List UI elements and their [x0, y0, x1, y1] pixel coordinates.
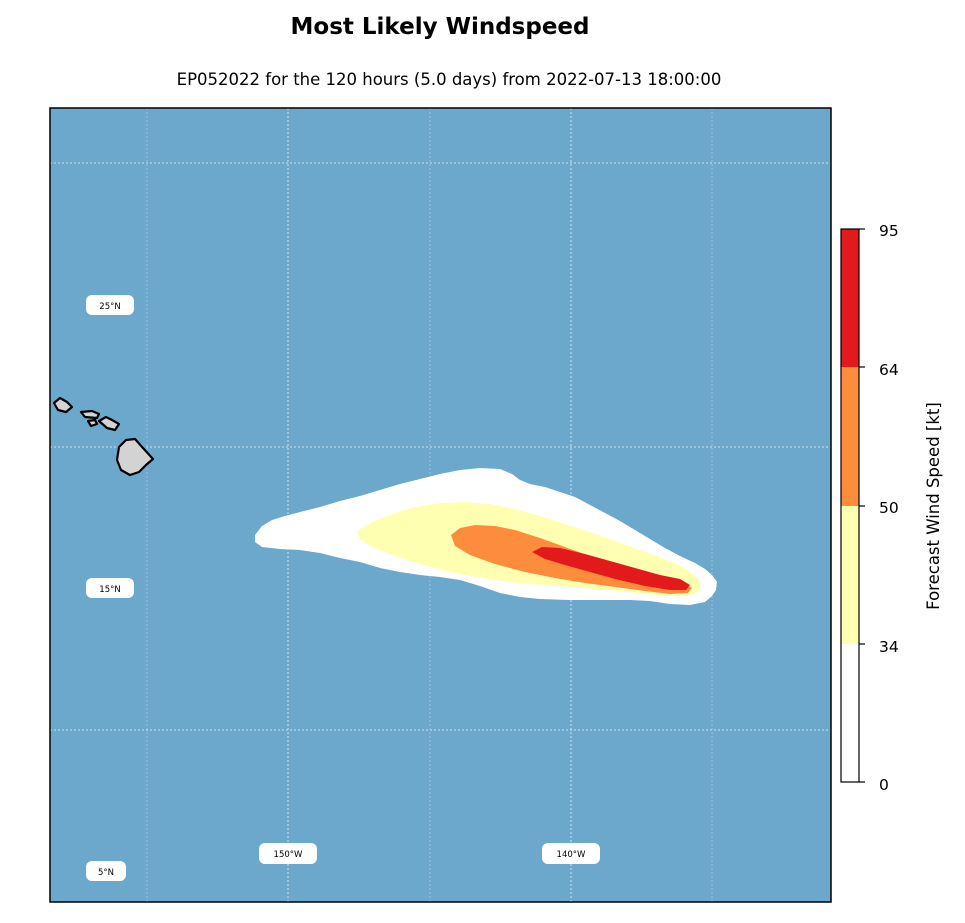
- lon-label-bg: [542, 843, 600, 864]
- island-kauai: [52, 396, 74, 414]
- lon-labels: 150°W 140°W: [259, 843, 600, 864]
- lat-label-bg: [86, 861, 126, 881]
- island-maui: [97, 415, 121, 432]
- colorbar-segment-50-64: [841, 367, 859, 506]
- swath-64kt: [532, 547, 690, 590]
- colorbar-segment-64-95: [841, 229, 859, 367]
- colorbar-tick-label: 34: [879, 638, 899, 656]
- lat-label: 5°N: [98, 868, 114, 878]
- colorbar-tick-label: 50: [879, 499, 899, 517]
- lat-labels: 25°N 15°N 5°N: [86, 295, 134, 881]
- colorbar-tick-label: 95: [879, 222, 899, 240]
- colorbar-segment-34-50: [841, 506, 859, 644]
- colorbar-label: Forecast Wind Speed [kt]: [924, 402, 943, 610]
- lat-label: 25°N: [99, 302, 120, 312]
- lon-label-bg: [259, 843, 317, 864]
- colorbar-tick-label: 64: [879, 361, 899, 379]
- island-oahu: [79, 409, 101, 420]
- lat-label-bg: [86, 578, 134, 598]
- colorbar: 95 64 50 34 0 Forecast Wind Speed [kt]: [840, 222, 943, 794]
- wind-swath: [255, 468, 717, 605]
- lon-label: 150°W: [274, 850, 303, 860]
- colorbar-segment-0-34: [841, 644, 859, 782]
- colorbar-tick-label: 0: [879, 776, 889, 794]
- chart-title: Most Likely Windspeed: [290, 14, 590, 40]
- lat-label: 15°N: [99, 585, 120, 595]
- hawaiian-islands: [52, 396, 155, 477]
- island-big-island: [115, 437, 155, 477]
- lon-label: 140°W: [557, 850, 586, 860]
- map-border: [49, 107, 832, 903]
- lat-label-bg: [86, 295, 134, 315]
- chart-subtitle: EP052022 for the 120 hours (5.0 days) fr…: [176, 70, 722, 89]
- island-molokai: [86, 418, 99, 428]
